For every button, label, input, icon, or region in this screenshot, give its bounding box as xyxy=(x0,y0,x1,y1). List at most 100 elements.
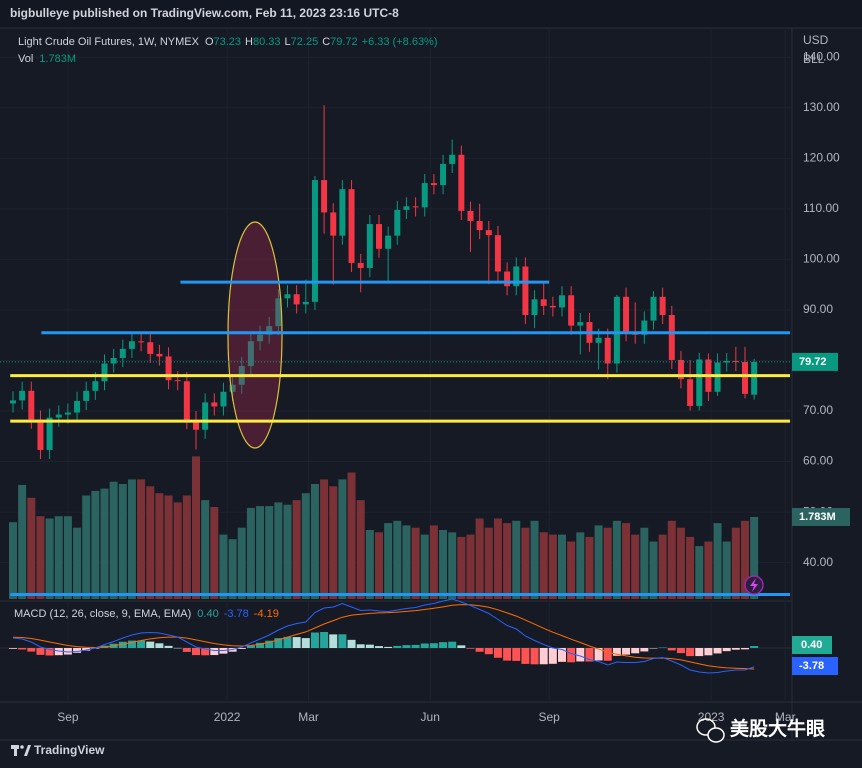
y-tick-label: 90.00 xyxy=(803,302,833,316)
candle-body xyxy=(476,221,483,231)
macd-histogram xyxy=(384,646,393,648)
candle-body xyxy=(467,210,474,222)
candle-body xyxy=(266,326,273,335)
y-tick-label: 110.00 xyxy=(803,201,839,215)
macd-histogram xyxy=(603,648,612,661)
macd-histogram xyxy=(493,648,502,658)
macd-histogram xyxy=(676,648,685,654)
volume-bar xyxy=(631,534,640,599)
volume-value: 1.783M xyxy=(39,53,76,65)
volume-bar xyxy=(658,534,667,599)
y-tick-label: 140.00 xyxy=(803,49,840,63)
wechat-bubble xyxy=(707,727,725,743)
macd-histogram xyxy=(246,645,255,648)
volume-bar xyxy=(310,484,319,599)
volume-bar xyxy=(45,518,54,599)
volume-bar xyxy=(127,479,136,599)
volume-bar xyxy=(329,486,338,599)
volume-tag xyxy=(792,507,850,526)
logo-part xyxy=(14,745,17,756)
x-tick-label: Mar xyxy=(775,710,796,724)
macd-hist-tag xyxy=(792,636,832,654)
y-tick-label: 130.00 xyxy=(803,100,840,114)
candle-body xyxy=(742,361,748,394)
legend: Light Crude Oil Futures, 1W, NYMEX O73.23… xyxy=(18,36,438,48)
candle-body xyxy=(64,412,71,415)
volume-bar xyxy=(192,456,200,599)
logo-part xyxy=(20,745,24,749)
volume-bar xyxy=(750,516,759,599)
macd-histogram xyxy=(256,642,265,648)
x-tick-label: 2022 xyxy=(214,710,241,724)
candle-body xyxy=(568,295,575,326)
volume-bar xyxy=(246,507,255,599)
volume-bar xyxy=(164,495,173,599)
macd-histogram xyxy=(420,643,429,648)
macd-hist-label: 0.40 xyxy=(801,639,822,651)
macd-histogram xyxy=(649,648,658,649)
ohlc-prefix: H xyxy=(245,36,253,48)
candle-body xyxy=(430,183,437,186)
macd-histogram xyxy=(576,648,585,662)
macd-histogram xyxy=(36,648,45,655)
volume-bar xyxy=(521,527,530,599)
candle-body xyxy=(604,337,611,364)
volume-bar xyxy=(82,495,91,599)
volume-bar xyxy=(320,479,329,599)
macd-histogram xyxy=(722,648,731,652)
ohlc-prefix: C xyxy=(322,36,330,48)
candle-body xyxy=(522,266,529,315)
volume-bar xyxy=(63,516,72,599)
publish-header: bigbulleye published on TradingView.com,… xyxy=(10,6,399,20)
candle-body xyxy=(165,356,172,381)
volume-bar xyxy=(649,541,658,599)
macd-histogram xyxy=(612,648,621,656)
macd-histogram xyxy=(548,648,557,664)
volume-bar xyxy=(210,507,219,599)
candle-body xyxy=(458,154,465,211)
volume-bar xyxy=(91,490,100,599)
candle-body xyxy=(540,299,547,306)
logo-part xyxy=(24,745,31,756)
ohlc-prefix: O xyxy=(205,36,214,48)
volume-bar xyxy=(256,506,265,599)
candle-body xyxy=(193,420,199,430)
candle-body xyxy=(55,414,62,418)
volume-bar xyxy=(393,520,402,599)
volume-bar xyxy=(612,520,621,599)
macd-histogram xyxy=(402,645,411,648)
candle-body xyxy=(549,305,556,308)
candle-body xyxy=(74,400,81,413)
volume-label: 1.783M xyxy=(799,511,836,523)
y-tick-label: 60.00 xyxy=(803,454,833,468)
candle-body xyxy=(147,342,154,354)
candle-body xyxy=(92,381,99,391)
macd-histogram xyxy=(667,648,676,651)
candle-body xyxy=(421,183,428,208)
volume-bar xyxy=(713,523,722,599)
candle-body xyxy=(257,334,264,342)
macd-histogram xyxy=(210,648,219,656)
candle-body xyxy=(376,224,382,249)
watermark-icon xyxy=(696,718,725,743)
macd-histogram xyxy=(429,643,438,648)
currency: USD xyxy=(803,33,829,47)
candle-body xyxy=(504,271,511,287)
candle-body xyxy=(275,298,282,327)
macd-histogram xyxy=(27,648,36,652)
candle-body xyxy=(284,294,291,299)
macd-histogram xyxy=(411,644,420,648)
volume-bar xyxy=(118,484,127,599)
macd-legend: MACD (12, 26, close, 9, EMA, EMA) 0.40 -3.… xyxy=(14,608,279,620)
macd-histogram xyxy=(539,648,548,665)
candle-body xyxy=(513,266,520,287)
volume-bar xyxy=(100,488,109,599)
macd-histogram xyxy=(338,634,347,648)
x-tick-label: Sep xyxy=(539,710,561,724)
volume-bar xyxy=(109,481,118,599)
volume-bar xyxy=(439,530,448,599)
candle-body xyxy=(668,315,675,360)
candle-body xyxy=(202,402,209,430)
macd-histogram xyxy=(594,648,603,661)
macd-histogram xyxy=(530,648,539,665)
